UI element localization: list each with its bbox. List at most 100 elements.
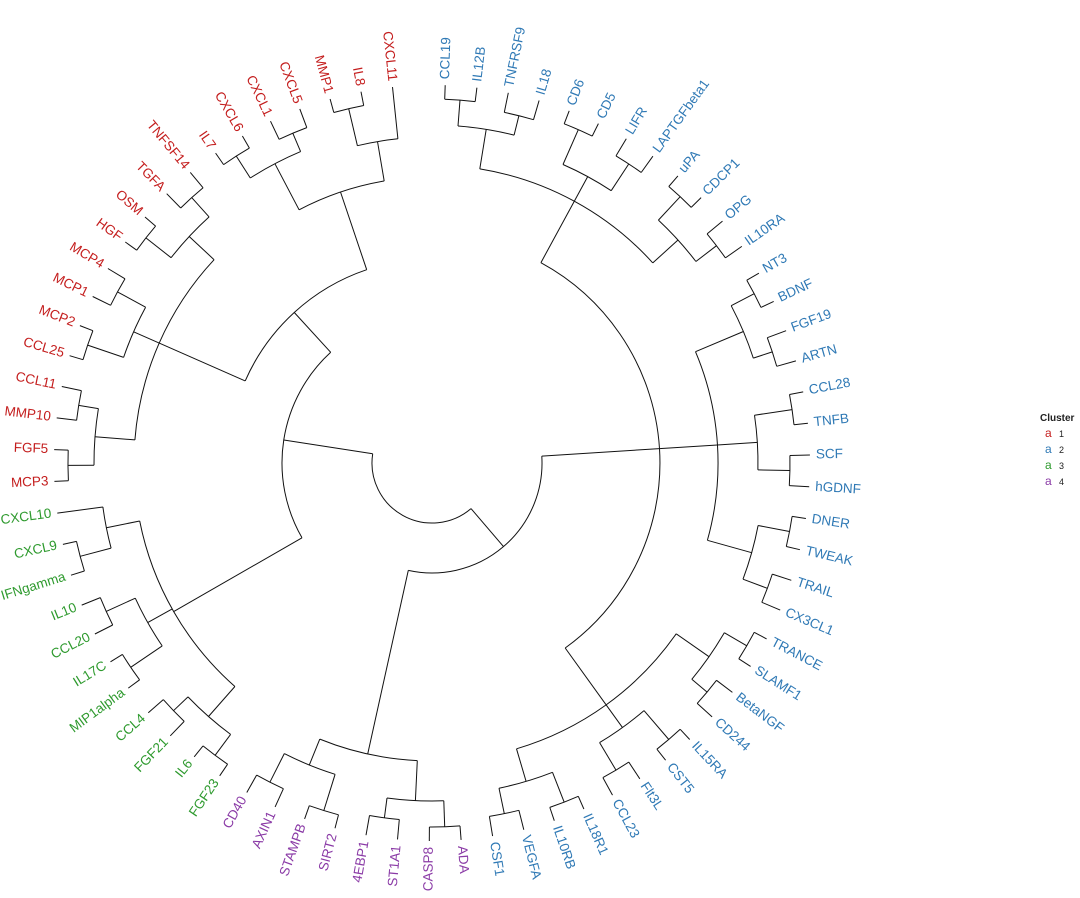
leaf-label: IL17C <box>70 658 109 690</box>
group-arc <box>284 753 336 775</box>
pair-branch <box>503 92 509 113</box>
group-arc <box>123 306 147 358</box>
pair-branch <box>193 745 204 758</box>
subcluster-branch <box>208 686 236 717</box>
leaf-label: BDNF <box>775 275 815 304</box>
leaf-label: VEGFA <box>519 833 545 880</box>
legend-item-label: 2 <box>1059 445 1064 455</box>
leaf-label: CCL4 <box>112 710 148 744</box>
pair-branch <box>640 155 654 173</box>
pair-arc <box>785 516 793 547</box>
pair-branch <box>716 679 733 693</box>
pair-branch <box>656 748 666 761</box>
leaf-label: IL18 <box>533 67 555 96</box>
leaf-label: CD40 <box>220 794 250 831</box>
subcluster-arc <box>134 259 215 440</box>
pair-branch <box>219 763 229 777</box>
subcluster-branch <box>414 760 418 801</box>
group-branch <box>383 797 388 818</box>
leaf-label: TGFA <box>133 158 168 194</box>
cluster-branch <box>564 647 607 706</box>
group-branch <box>754 409 793 416</box>
group-branch <box>145 237 172 259</box>
leaf-label: CXCL6 <box>212 89 247 134</box>
leaf-label: OSM <box>113 187 146 218</box>
leaf-label: CCL20 <box>48 629 92 661</box>
pair-branch <box>789 391 804 395</box>
leaf-label: CST5 <box>664 760 697 796</box>
leaf-label: Flt3L <box>638 779 667 813</box>
pair-branch <box>54 480 69 482</box>
group-arc <box>102 506 112 549</box>
group-branch <box>695 245 717 262</box>
group-branch <box>599 742 617 771</box>
pair-branch <box>365 815 370 836</box>
leaf-label: AXIN1 <box>249 809 279 851</box>
subcluster-branch <box>695 331 744 353</box>
leaf-label: ADA <box>455 845 472 874</box>
pair-branch <box>56 417 77 421</box>
group-branch <box>730 293 755 307</box>
group-branch <box>173 696 189 712</box>
leaf-label: hGDNF <box>815 479 862 497</box>
group-branch <box>78 404 99 410</box>
leaf-label: IFNgamma <box>0 569 68 603</box>
pair-arc <box>256 774 284 790</box>
group-branch <box>105 597 136 612</box>
pair-branch <box>125 241 137 251</box>
pair-branch <box>792 515 806 519</box>
leaf-label: MCP2 <box>37 302 77 330</box>
legend-item-label: 1 <box>1059 429 1064 439</box>
group-branch <box>757 469 790 471</box>
pair-branch <box>518 810 525 830</box>
pair-branch <box>706 220 723 235</box>
group-arc <box>187 696 231 735</box>
pair-arc <box>444 98 476 103</box>
pair-arc <box>489 809 520 817</box>
subcluster-branch <box>133 331 160 344</box>
leaf-label: IL10 <box>49 600 79 624</box>
leaf-label: SCF <box>816 446 843 462</box>
group-branch <box>392 87 399 139</box>
pair-branch <box>793 422 808 426</box>
pair-branch <box>110 653 123 663</box>
pair-arc <box>668 186 692 208</box>
group-branch <box>87 344 124 358</box>
subcluster-branch <box>516 748 527 782</box>
leaf-label: MCP4 <box>67 239 107 271</box>
leaf-label: BetaNGF <box>733 689 787 735</box>
pair-branch <box>563 110 570 124</box>
group-branch <box>323 774 336 811</box>
leaf-label: CXCL1 <box>243 73 275 119</box>
group-branch <box>513 115 520 136</box>
group-branch <box>562 129 579 165</box>
cluster-branch <box>340 191 368 270</box>
legend-key-glyph: a <box>1045 474 1052 488</box>
legend-key-glyph: a <box>1045 426 1052 440</box>
subcluster-branch <box>274 163 300 211</box>
pair-branch <box>69 355 84 361</box>
leaf-label: CDCP1 <box>699 155 742 198</box>
leaf-label: LAPTGFbeta1 <box>650 76 713 155</box>
leaf-labels: CCL19 IL12B TNFRSF9 IL18 CD6 CD5 LIFR LAPTGFbet… <box>0 26 861 892</box>
pair-branch <box>70 570 85 576</box>
pair-branch <box>602 777 613 796</box>
pair-branch <box>459 825 462 840</box>
leaf-label: NT3 <box>760 250 790 276</box>
supercluster-branch <box>541 448 660 457</box>
group-branch <box>753 351 773 359</box>
pair-branch <box>628 761 641 780</box>
leaf-label: IL18R1 <box>580 811 611 857</box>
legend-title: Cluster <box>1040 413 1075 424</box>
leaf-label: CSF1 <box>487 841 507 877</box>
pair-branch <box>62 540 77 545</box>
leaf-label: IL10RA <box>742 210 787 248</box>
pair-branch <box>444 85 446 100</box>
group-branch <box>191 197 210 218</box>
cluster-branch <box>659 444 718 450</box>
leaf-label: CXCL5 <box>276 59 305 105</box>
leaf-label: CXCL11 <box>380 30 400 81</box>
subcluster-branch <box>652 239 679 264</box>
pair-arc <box>788 455 791 486</box>
